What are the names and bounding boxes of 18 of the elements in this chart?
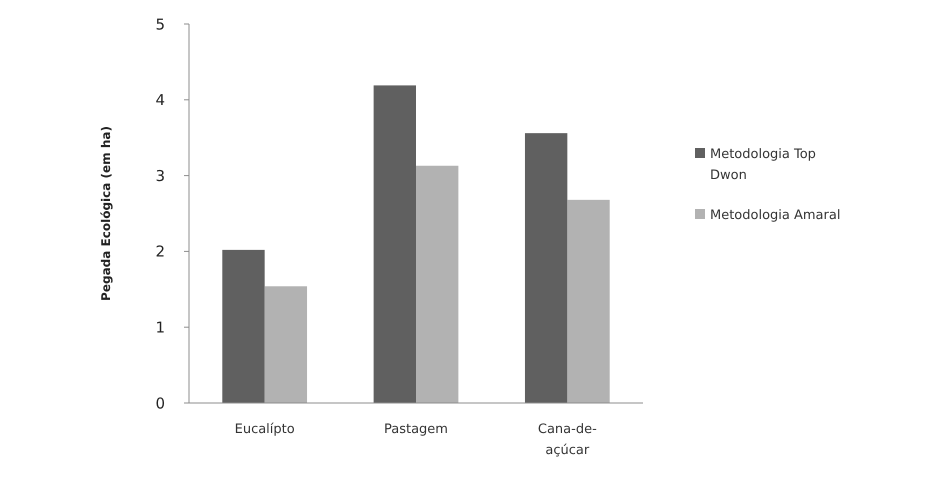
bar: [567, 200, 610, 403]
legend-label: Metodologia Top Dwon: [710, 147, 816, 183]
x-tick-label: Pastagem: [384, 422, 448, 437]
bar: [374, 85, 416, 403]
y-tick-label: 3: [155, 166, 165, 185]
legend-label: Metodologia Amaral: [710, 208, 840, 223]
y-tick-label: 0: [155, 394, 165, 412]
y-axis-title: Pegada Ecológica (em ha): [99, 126, 113, 301]
y-tick-label: 4: [155, 91, 165, 110]
x-tick-label: Eucalípto: [234, 422, 295, 437]
bar: [264, 286, 308, 403]
bar: [524, 133, 568, 403]
y-tick-label: 2: [155, 242, 165, 261]
y-tick-label: 5: [155, 15, 165, 34]
x-tick-label: Cana-de-açúcar: [538, 422, 598, 458]
y-tick-label: 1: [155, 318, 165, 336]
bar: [416, 166, 458, 403]
bar: [222, 250, 265, 403]
